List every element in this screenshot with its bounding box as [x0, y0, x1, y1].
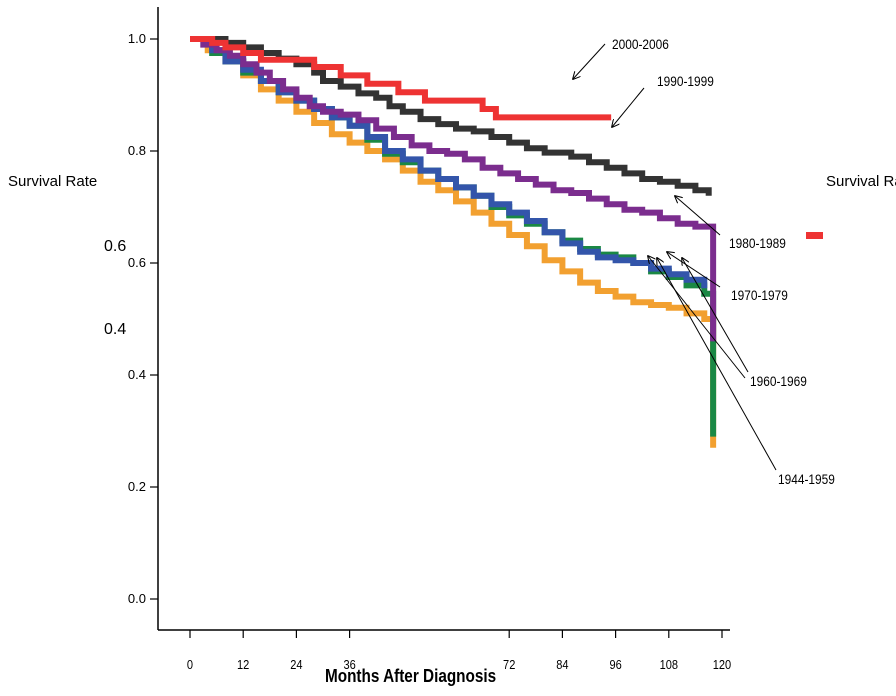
annotation-arrow	[667, 252, 721, 288]
series-line-1970-1979	[190, 36, 708, 289]
series-line-2000-2006	[190, 36, 612, 121]
x-tick-label: 96	[609, 657, 622, 672]
series-label-1980-1989: 1980-1989	[729, 235, 786, 251]
x-tick-label: 84	[556, 657, 569, 672]
axes: 0.0 0.2 0.4 0.6 0.8 1.0 0 12 24 36 72 84 96 108 120	[128, 7, 732, 672]
annotation-arrows	[573, 43, 777, 471]
annotation-arrow	[612, 87, 645, 127]
y-tick-label: 0.2	[128, 479, 146, 494]
x-tick-label: 24	[290, 657, 303, 672]
x-axis-title: Months After Diagnosis	[325, 666, 497, 686]
x-tick-label: 108	[660, 657, 679, 672]
series-labels: 2000-2006 1990-1999 1980-1989 1970-1979 1960…	[612, 36, 835, 487]
series-line-1944-1959	[190, 36, 717, 448]
ghost-tick-0-6: 0.6	[104, 238, 127, 255]
legend-swatch	[806, 232, 823, 239]
x-tick-label: 120	[713, 657, 732, 672]
annotation-arrow	[573, 43, 606, 79]
y-tick-label: 0.6	[128, 255, 146, 270]
annotation-arrow	[675, 196, 721, 236]
series-label-2000-2006: 2000-2006	[612, 36, 669, 52]
annotation-arrow	[682, 258, 749, 373]
x-tick-label: 72	[503, 657, 516, 672]
y-tick-label: 1.0	[128, 31, 146, 46]
y-tick-label: 0.4	[128, 367, 146, 382]
x-tick-label: 36	[343, 657, 356, 672]
y-axis-title-right: Survival Rate	[826, 173, 896, 190]
series-label-1970-1979: 1970-1979	[731, 287, 788, 303]
series-layer	[190, 36, 717, 448]
ghost-tick-0-4: 0.4	[104, 321, 127, 338]
y-tick-label: 0.8	[128, 143, 146, 158]
series-label-1960-1969: 1960-1969	[750, 373, 807, 389]
annotation-arrow	[657, 258, 777, 471]
x-tick-label: 12	[237, 657, 250, 672]
x-tick-label: 0	[187, 657, 193, 672]
annotation-arrow	[648, 256, 746, 379]
series-label-1944-1959: 1944-1959	[778, 471, 835, 487]
y-axis-title: Survival Rate	[8, 173, 98, 190]
y-tick-label: 0.0	[128, 591, 146, 606]
series-label-1990-1999: 1990-1999	[657, 73, 714, 89]
series-line-1980-1989	[190, 36, 717, 342]
